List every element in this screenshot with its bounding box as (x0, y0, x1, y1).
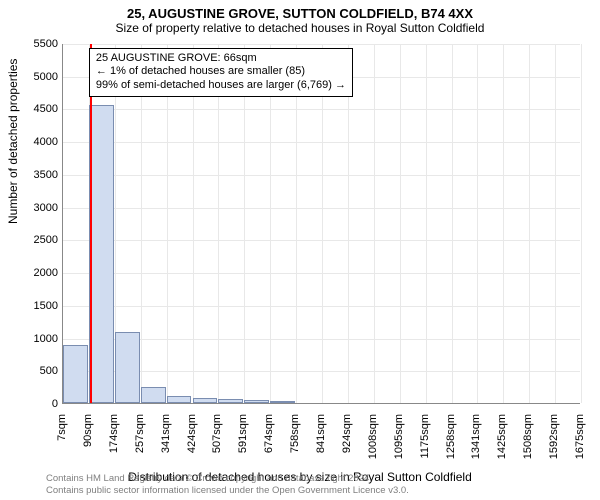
histogram-bar (89, 105, 114, 403)
xtick-label: 1675sqm (574, 414, 586, 464)
title-line2: Size of property relative to detached ho… (0, 21, 600, 35)
gridline-v (322, 44, 323, 403)
annotation-line3: 99% of semi-detached houses are larger (… (96, 79, 346, 93)
ytick-label: 4500 (8, 103, 58, 115)
ytick-label: 500 (8, 365, 58, 377)
gridline-v (270, 44, 271, 403)
xtick-label: 1508sqm (522, 414, 534, 464)
histogram-bar (141, 387, 166, 403)
ytick-label: 1000 (8, 333, 58, 345)
annotation-line2: ← 1% of detached houses are smaller (85) (96, 65, 346, 79)
xtick-label: 758sqm (289, 414, 301, 464)
xtick-label: 1008sqm (367, 414, 379, 464)
title-block: 25, AUGUSTINE GROVE, SUTTON COLDFIELD, B… (0, 0, 600, 35)
gridline-v (167, 44, 168, 403)
gridline-v (452, 44, 453, 403)
plot-area: 25 AUGUSTINE GROVE: 66sqm ← 1% of detach… (62, 44, 580, 404)
gridline-v (581, 44, 582, 403)
gridline-v (529, 44, 530, 403)
xtick-label: 507sqm (211, 414, 223, 464)
ytick-label: 4000 (8, 136, 58, 148)
histogram-bar (63, 345, 88, 403)
gridline-v (296, 44, 297, 403)
ytick-label: 3000 (8, 202, 58, 214)
xtick-label: 924sqm (341, 414, 353, 464)
gridline-v (555, 44, 556, 403)
xtick-label: 1341sqm (470, 414, 482, 464)
gridline-v (141, 44, 142, 403)
xtick-label: 90sqm (82, 414, 94, 464)
footer-line1: Contains HM Land Registry data © Crown c… (46, 473, 592, 484)
ytick-label: 5000 (8, 71, 58, 83)
gridline-v (244, 44, 245, 403)
chart-container: Number of detached properties 25 AUGUSTI… (0, 36, 600, 466)
xtick-label: 1175sqm (419, 414, 431, 464)
xtick-label: 424sqm (186, 414, 198, 464)
xtick-label: 841sqm (315, 414, 327, 464)
histogram-bar (167, 396, 192, 403)
gridline-v (503, 44, 504, 403)
gridline-v (193, 44, 194, 403)
annotation-line1: 25 AUGUSTINE GROVE: 66sqm (96, 52, 346, 66)
histogram-bar (244, 400, 269, 403)
histogram-bar (193, 398, 218, 403)
gridline-v (400, 44, 401, 403)
annotation-box: 25 AUGUSTINE GROVE: 66sqm ← 1% of detach… (89, 48, 353, 97)
xtick-label: 7sqm (56, 414, 68, 464)
xtick-label: 174sqm (108, 414, 120, 464)
ytick-label: 0 (8, 398, 58, 410)
xtick-label: 674sqm (263, 414, 275, 464)
xtick-label: 1425sqm (496, 414, 508, 464)
xtick-label: 591sqm (237, 414, 249, 464)
xtick-label: 1095sqm (393, 414, 405, 464)
title-line1: 25, AUGUSTINE GROVE, SUTTON COLDFIELD, B… (0, 6, 600, 21)
histogram-bar (270, 401, 295, 403)
xtick-label: 257sqm (134, 414, 146, 464)
ytick-label: 3500 (8, 169, 58, 181)
xtick-label: 341sqm (160, 414, 172, 464)
gridline-v (348, 44, 349, 403)
footer-line2: Contains public sector information licen… (46, 485, 592, 496)
ytick-label: 2000 (8, 267, 58, 279)
marker-line (90, 44, 92, 403)
footer: Contains HM Land Registry data © Crown c… (46, 473, 592, 496)
gridline-v (374, 44, 375, 403)
ytick-label: 5500 (8, 38, 58, 50)
gridline-v (218, 44, 219, 403)
gridline-v (426, 44, 427, 403)
xtick-label: 1592sqm (548, 414, 560, 464)
histogram-bar (218, 399, 243, 403)
gridline-v (477, 44, 478, 403)
ytick-label: 1500 (8, 300, 58, 312)
histogram-bar (115, 332, 140, 403)
ytick-label: 2500 (8, 234, 58, 246)
xtick-label: 1258sqm (445, 414, 457, 464)
